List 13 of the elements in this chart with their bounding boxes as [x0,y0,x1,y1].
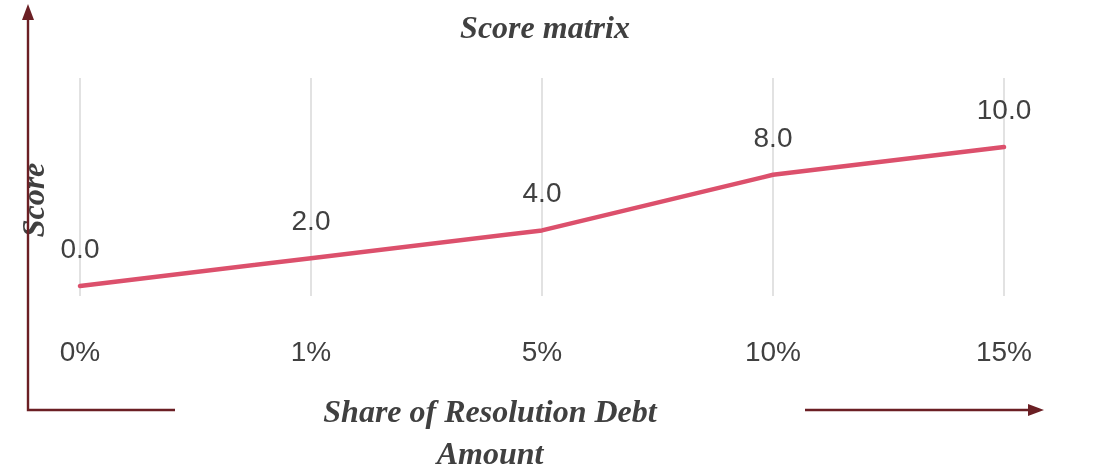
y-axis-title: Score [15,162,51,238]
x-axis-title: Share of Resolution Debt Amount [323,393,658,471]
data-label: 2.0 [291,205,331,237]
x-tick-label: 15% [975,336,1033,367]
x-tick-label: 10% [744,336,802,367]
data-label: 10.0 [976,94,1032,125]
chart-title: Score matrix [460,9,630,45]
x-tick-label: 0% [59,336,101,367]
x-tick-label: 5% [521,336,563,367]
data-label: 8.0 [753,121,793,153]
x-tick-label: 1% [290,336,332,367]
data-label: 4.0 [522,177,562,209]
data-label: 0.0 [60,233,100,264]
